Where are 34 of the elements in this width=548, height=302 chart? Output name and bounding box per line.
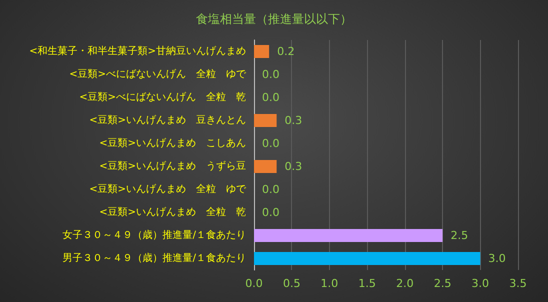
- x-tick-label: 1.0: [320, 277, 338, 290]
- data-label: 0.0: [262, 183, 280, 196]
- x-tick-label: 1.5: [358, 277, 376, 290]
- y-tick-label: 女子３０～４９（歳）推進量/１食あたり: [62, 229, 246, 241]
- x-tick-label: 3.5: [509, 277, 527, 290]
- data-label: 0.3: [284, 160, 302, 173]
- data-label: 0.0: [262, 91, 280, 104]
- x-tick-label: 0.0: [245, 277, 263, 290]
- y-tick-label: 男子３０～４９（歳）推進量/１食あたり: [62, 252, 246, 264]
- bar: [254, 229, 443, 242]
- x-tick-label: 0.5: [282, 277, 300, 290]
- y-tick-label: <豆類>いんげんまめ うずら豆: [99, 160, 246, 172]
- y-tick-label: <豆類>いんげんまめ 全粒 乾: [99, 206, 246, 218]
- data-label: 2.5: [450, 229, 468, 242]
- y-tick-label: <豆類>いんげんまめ 全粒 ゆで: [89, 183, 247, 195]
- y-tick-label: <豆類>べにばないんげん 全粒 ゆで: [69, 68, 247, 80]
- data-label: 0.0: [262, 206, 280, 219]
- chart-title: 食塩相当量（推進量以以下）: [196, 12, 352, 26]
- y-tick-label: <豆類>いんげんまめ 豆きんとん: [89, 114, 246, 126]
- data-label: 0.3: [284, 114, 302, 127]
- bar: [254, 160, 277, 173]
- x-tick-label: 2.5: [434, 277, 452, 290]
- data-label: 0.2: [277, 45, 295, 58]
- data-label: 3.0: [488, 252, 506, 265]
- y-tick-label: <豆類>いんげんまめ こしあん: [99, 137, 246, 149]
- x-tick-label: 2.0: [396, 277, 414, 290]
- bar: [254, 252, 480, 265]
- bar: [254, 114, 277, 127]
- data-label: 0.0: [262, 137, 280, 150]
- x-tick-label: 3.0: [472, 277, 490, 290]
- data-label: 0.0: [262, 68, 280, 81]
- bar: [254, 45, 270, 58]
- y-tick-label: <和生菓子・和半生菓子類>甘納豆いんげんまめ: [29, 45, 246, 57]
- y-tick-label: <豆類>べにばないんげん 全粒 乾: [79, 91, 246, 103]
